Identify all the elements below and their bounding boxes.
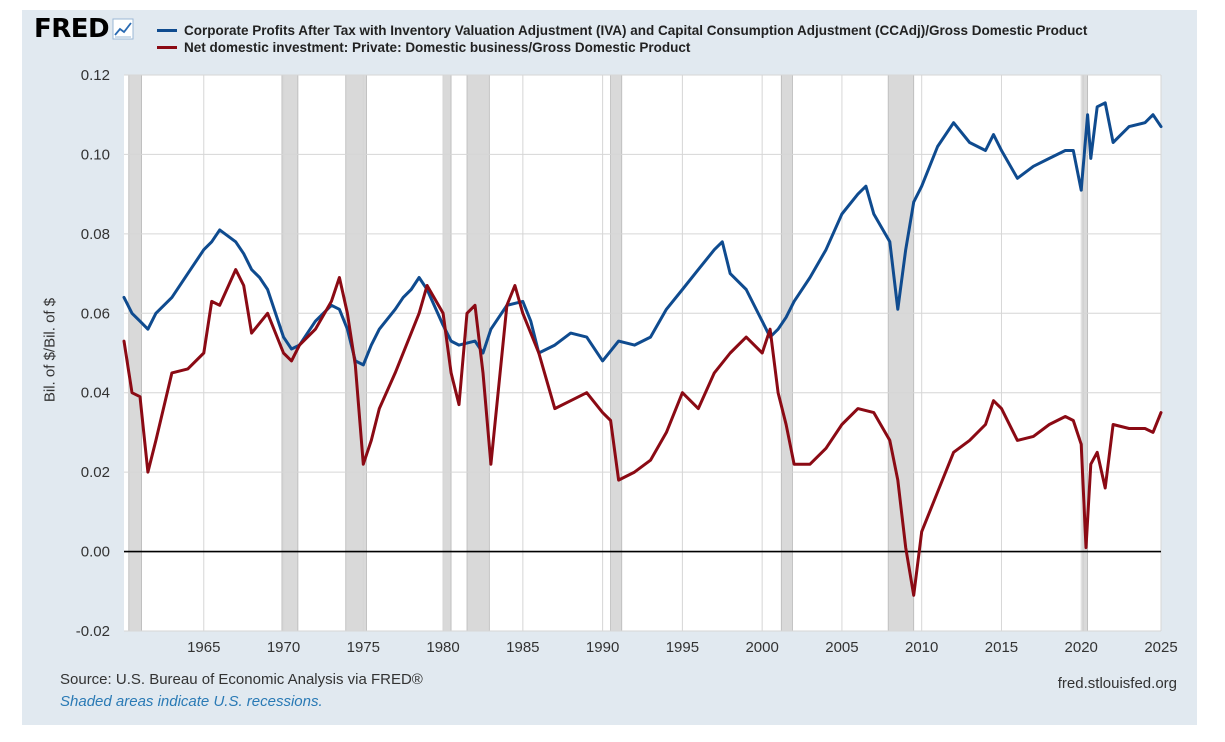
fred-logo[interactable]: FRED	[34, 14, 134, 44]
recession-band	[780, 74, 793, 632]
recession-band	[128, 74, 142, 632]
y-tick-label: 0.12	[81, 67, 110, 84]
source-text: Source: U.S. Bureau of Economic Analysis…	[60, 671, 423, 688]
recession-note: Shaded areas indicate U.S. recessions.	[60, 693, 323, 710]
trend-line-icon	[112, 18, 134, 40]
y-tick-label: 0.10	[81, 146, 110, 163]
series-line-corporate-profits	[122, 101, 1163, 367]
x-tick-label: 2000	[745, 639, 778, 656]
x-tick-label: 1980	[426, 639, 459, 656]
legend-entry-corporate-profits[interactable]: Corporate Profits After Tax with Invento…	[157, 22, 1087, 39]
x-tick-label: 1965	[187, 639, 220, 656]
x-tick-label: 2005	[825, 639, 858, 656]
legend-label-net-investment: Net domestic investment: Private: Domest…	[184, 40, 691, 55]
y-tick-label: -0.02	[76, 623, 110, 640]
x-tick-label: 1975	[347, 639, 380, 656]
recession-band	[887, 74, 915, 632]
y-tick-label: 0.08	[81, 226, 110, 243]
x-tick-label: 2015	[985, 639, 1018, 656]
legend-swatch-net-investment	[157, 46, 177, 49]
site-link[interactable]: fred.stlouisfed.org	[1057, 675, 1177, 692]
x-tick-label: 1995	[666, 639, 699, 656]
y-tick-label: 0.04	[81, 385, 110, 402]
y-tick-label: 0.06	[81, 305, 110, 322]
x-tick-label: 2020	[1065, 639, 1098, 656]
recession-band	[466, 74, 490, 632]
x-tick-label: 1985	[506, 639, 539, 656]
recession-band	[610, 74, 623, 632]
y-tick-label: 0.02	[81, 464, 110, 481]
legend-entry-net-investment[interactable]: Net domestic investment: Private: Domest…	[157, 39, 1087, 56]
x-tick-label: 1990	[586, 639, 619, 656]
legend-label-corporate-profits: Corporate Profits After Tax with Invento…	[184, 23, 1088, 38]
fred-logo-text: FRED	[34, 14, 110, 44]
x-tick-label: 2025	[1144, 639, 1177, 656]
series-line-net-investment	[122, 268, 1163, 597]
y-tick-label: 0.00	[81, 544, 110, 561]
chart-legend: Corporate Profits After Tax with Invento…	[157, 22, 1087, 56]
legend-swatch-corporate-profits	[157, 29, 177, 32]
x-tick-label: 1970	[267, 639, 300, 656]
x-tick-label: 2010	[905, 639, 938, 656]
